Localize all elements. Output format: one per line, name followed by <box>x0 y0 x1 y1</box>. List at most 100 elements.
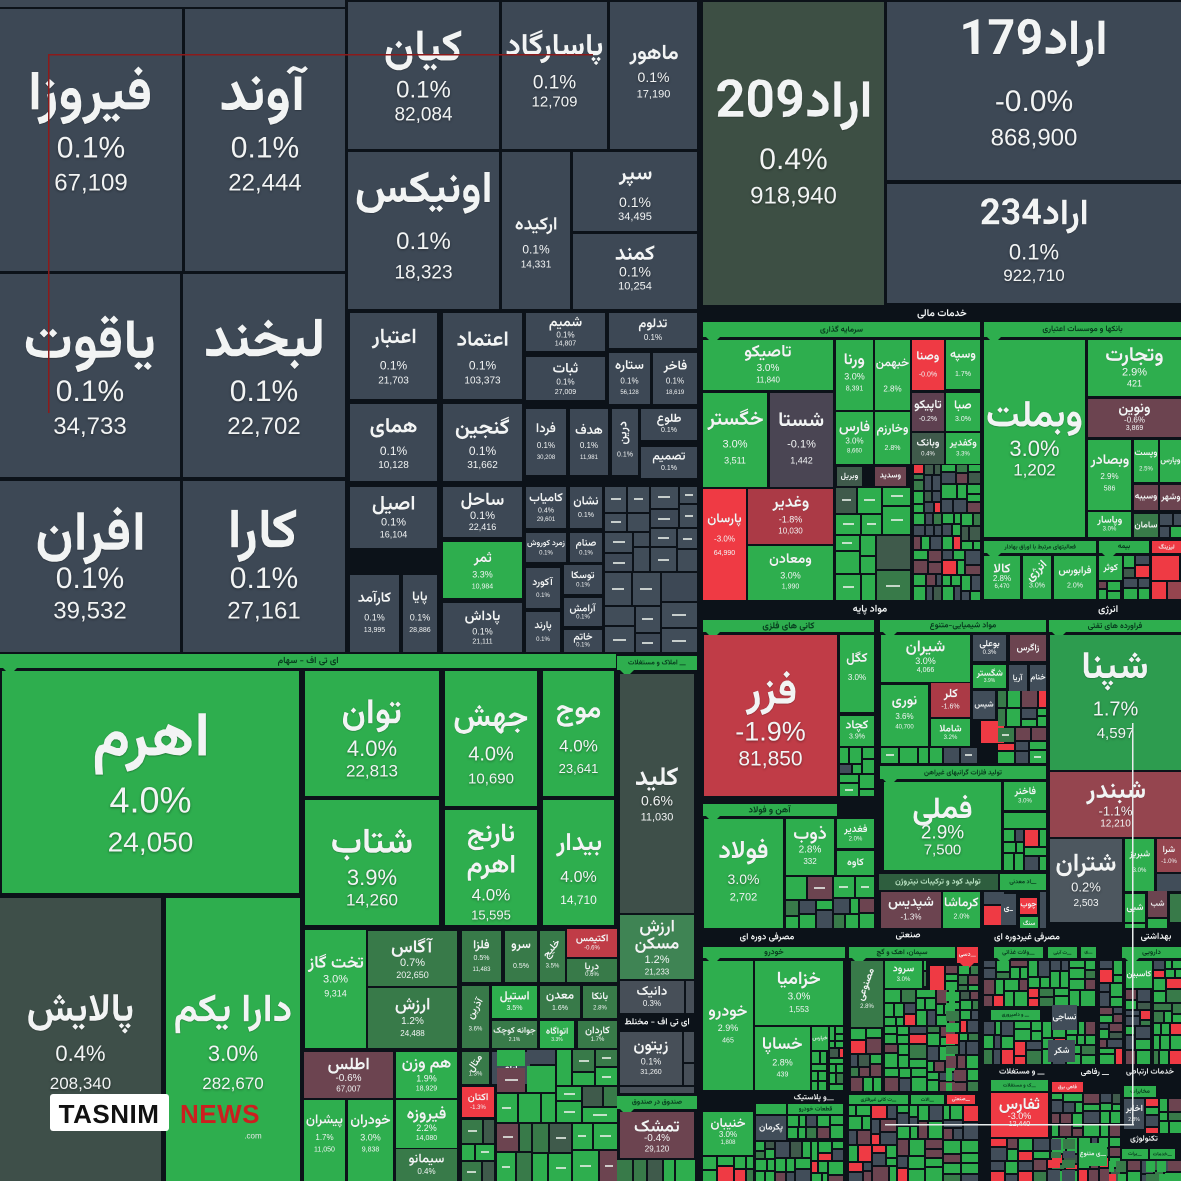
svg-text:3.5%: 3.5% <box>546 964 560 970</box>
svg-text:14,331: 14,331 <box>521 260 552 271</box>
svg-text:3.0%: 3.0% <box>848 673 866 682</box>
svg-text:2.8%: 2.8% <box>772 1057 793 1067</box>
svg-text:3.3%: 3.3% <box>472 569 493 579</box>
svg-text:0.4%: 0.4% <box>759 143 827 176</box>
svg-text:10,254: 10,254 <box>618 281 652 293</box>
svg-text:-1.3%: -1.3% <box>901 913 922 922</box>
svg-text:4.0%: 4.0% <box>347 736 397 761</box>
svg-text:922,710: 922,710 <box>1003 266 1064 285</box>
svg-text:3.3%: 3.3% <box>551 1037 563 1043</box>
svg-text:208,340: 208,340 <box>50 1074 111 1093</box>
svg-text:0.1%: 0.1% <box>396 77 451 104</box>
svg-text:3.0%: 3.0% <box>1133 868 1147 874</box>
svg-text:0.1%: 0.1% <box>666 377 684 386</box>
svg-text:1,808: 1,808 <box>720 1140 736 1146</box>
svg-text:3.0%: 3.0% <box>360 1132 381 1142</box>
svg-text:2.9%: 2.9% <box>1122 366 1147 378</box>
svg-text:4.0%: 4.0% <box>559 737 598 756</box>
svg-text:-0.4%: -0.4% <box>644 1133 670 1144</box>
svg-text:0.1%: 0.1% <box>522 242 550 256</box>
svg-text:18,929: 18,929 <box>416 1085 438 1092</box>
svg-text:0.1%: 0.1% <box>470 510 495 522</box>
svg-text:3.5%: 3.5% <box>507 1005 523 1012</box>
svg-text:0.1%: 0.1% <box>56 562 124 595</box>
svg-text:0.1%: 0.1% <box>539 550 553 556</box>
svg-text:0.1%: 0.1% <box>533 72 576 93</box>
svg-text:0.1%: 0.1% <box>579 550 593 556</box>
svg-text:1.2%: 1.2% <box>644 954 669 966</box>
svg-text:81,850: 81,850 <box>738 747 802 770</box>
svg-text:14,080: 14,080 <box>416 1135 438 1142</box>
svg-text:0.4%: 0.4% <box>538 507 554 514</box>
svg-text:15,595: 15,595 <box>471 908 511 923</box>
svg-text:-3.0%: -3.0% <box>1008 1111 1032 1121</box>
svg-text:27,009: 27,009 <box>555 389 577 396</box>
svg-text:11,030: 11,030 <box>641 811 674 823</box>
svg-text:22,444: 22,444 <box>228 170 301 197</box>
svg-text:0.1%: 0.1% <box>644 333 662 342</box>
svg-text:67,007: 67,007 <box>336 1084 361 1093</box>
svg-text:-1.8%: -1.8% <box>779 514 803 524</box>
svg-text:2.0%: 2.0% <box>849 836 863 842</box>
svg-text:2.1%: 2.1% <box>509 1037 521 1043</box>
svg-text:4.0%: 4.0% <box>560 869 596 886</box>
svg-text:0.1%: 0.1% <box>661 465 677 472</box>
svg-text:14,710: 14,710 <box>560 893 597 907</box>
svg-text:3.0%: 3.0% <box>1018 799 1032 805</box>
svg-text:282,670: 282,670 <box>202 1074 263 1093</box>
svg-text:0.4%: 0.4% <box>417 1167 435 1176</box>
svg-text:0.1%: 0.1% <box>380 358 408 372</box>
svg-text:2.8%: 2.8% <box>1128 1117 1140 1123</box>
svg-text:4,066: 4,066 <box>917 667 935 674</box>
svg-text:0.1%: 0.1% <box>410 612 431 622</box>
svg-text:3.0%: 3.0% <box>844 371 865 381</box>
svg-text:103,373: 103,373 <box>464 375 501 386</box>
svg-text:14,260: 14,260 <box>346 891 398 910</box>
svg-text:21,111: 21,111 <box>472 639 492 646</box>
svg-text:12,210: 12,210 <box>1100 819 1131 830</box>
svg-text:11,981: 11,981 <box>580 455 599 461</box>
svg-text:0.1%: 0.1% <box>536 637 550 643</box>
svg-text:3.6%: 3.6% <box>895 712 913 721</box>
svg-text:56,128: 56,128 <box>620 390 639 396</box>
svg-text:3.0%: 3.0% <box>897 977 911 983</box>
svg-text:1.7%: 1.7% <box>315 1133 333 1142</box>
svg-text:2.8%: 2.8% <box>799 844 822 855</box>
svg-text:31,662: 31,662 <box>467 460 498 471</box>
svg-text:-1.9%: -1.9% <box>735 717 806 747</box>
svg-text:3.0%: 3.0% <box>323 974 348 986</box>
svg-text:11,840: 11,840 <box>756 376 780 385</box>
svg-text:0.1%: 0.1% <box>230 562 298 595</box>
svg-text:-1.0%: -1.0% <box>1161 859 1177 865</box>
svg-text:3.0%: 3.0% <box>722 439 747 451</box>
svg-text:0.3%: 0.3% <box>643 999 661 1008</box>
svg-text:-3.0%: -3.0% <box>714 534 735 543</box>
svg-text:0.5%: 0.5% <box>513 963 529 970</box>
svg-text:4.0%: 4.0% <box>472 886 511 905</box>
svg-text:0.1%: 0.1% <box>231 131 299 164</box>
svg-text:29,120: 29,120 <box>645 1144 670 1153</box>
svg-text:0.2%: 0.2% <box>1071 880 1101 895</box>
svg-text:2.8%: 2.8% <box>860 1004 874 1010</box>
svg-text:3.9%: 3.9% <box>984 678 996 684</box>
svg-text:21,233: 21,233 <box>645 968 670 977</box>
svg-text:2.8%: 2.8% <box>593 1005 607 1011</box>
svg-text:16,104: 16,104 <box>380 530 408 540</box>
svg-text:34,495: 34,495 <box>618 211 652 223</box>
svg-text:2.0%: 2.0% <box>1067 583 1083 590</box>
svg-text:0.1%: 0.1% <box>617 452 633 459</box>
svg-text:0.1%: 0.1% <box>661 427 677 434</box>
svg-text:11,483: 11,483 <box>473 967 492 973</box>
svg-text:3.0%: 3.0% <box>955 416 971 423</box>
svg-text:27,161: 27,161 <box>227 597 300 624</box>
svg-text:-1.3%: -1.3% <box>470 1105 486 1111</box>
svg-text:0.1%: 0.1% <box>230 375 298 408</box>
svg-text:30,208: 30,208 <box>537 455 556 461</box>
svg-text:-1.6%: -1.6% <box>941 703 959 710</box>
svg-text:3.9%: 3.9% <box>347 865 397 890</box>
svg-text:24,488: 24,488 <box>400 1029 425 1038</box>
svg-text:11,050: 11,050 <box>314 1147 335 1154</box>
svg-text:-1.1%: -1.1% <box>1099 804 1133 819</box>
svg-text:29,601: 29,601 <box>537 517 556 523</box>
svg-text:.com: .com <box>244 1132 262 1141</box>
